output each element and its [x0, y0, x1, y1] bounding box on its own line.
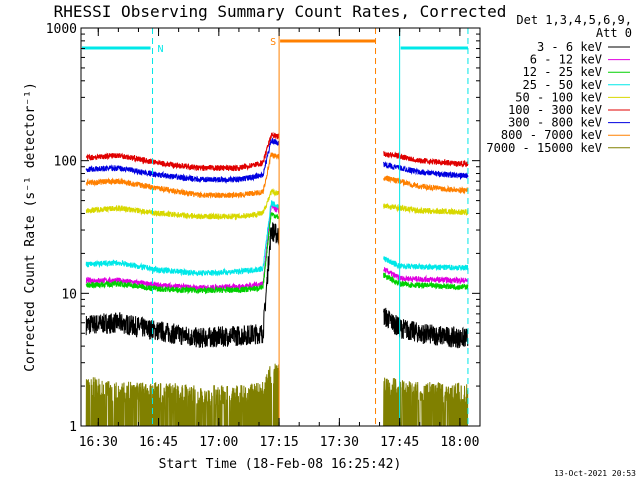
series-300-800-kev-segment-1	[85, 137, 280, 185]
flag-label-saa: S	[270, 37, 276, 48]
legend-label-6-12-kev: 6 - 12 keV	[530, 53, 602, 67]
data-layer	[85, 131, 469, 427]
chart-title: RHESSI Observing Summary Count Rates, Co…	[54, 2, 507, 21]
flag-bars: NS	[82, 37, 468, 55]
series-100-300-kev-segment-1	[85, 131, 280, 172]
axes: 16:30 16:45 17:00 17:15 17:30 17:45 18:00 1 10 10…	[46, 22, 481, 450]
x-tick-label-17-00: 17:00	[199, 435, 238, 450]
legend-header-attenuator: Att 0	[596, 26, 632, 40]
legend-label-50-100-kev: 50 - 100 keV	[515, 90, 602, 104]
y-tick-label-10: 10	[61, 287, 77, 302]
plot-frame	[80, 27, 481, 427]
legend-header-detectors: Det 1,3,4,5,6,9,	[516, 13, 632, 27]
series-12-25-kev-segment-2	[383, 272, 469, 291]
series-800-7000-kev-segment-2	[383, 175, 469, 195]
legend-label-25-50-kev: 25 - 50 keV	[523, 78, 602, 92]
y-tick-label-1: 1	[69, 420, 77, 435]
series-50-100-kev-segment-2	[383, 202, 469, 217]
legend-label-12-25-kev: 12 - 25 keV	[523, 65, 602, 79]
x-tick-label-17-45: 17:45	[380, 435, 419, 450]
x-tick-label-17-30: 17:30	[320, 435, 359, 450]
y-axis-label: Corrected Count Rate (s⁻¹ detector⁻¹)	[23, 82, 38, 372]
series-6-12-kev-segment-2	[383, 267, 469, 285]
legend-label-3-6-kev: 3 - 6 keV	[537, 40, 602, 54]
x-tick-label-16-45: 16:45	[139, 435, 178, 450]
timestamp: 13-Oct-2021 20:53	[554, 469, 636, 478]
series-3-6-kev-segment-2	[383, 307, 469, 349]
series-3-6-kev-segment-1	[85, 222, 280, 348]
y-tick-label-1000: 1000	[46, 22, 77, 37]
legend-label-800-7000-kev: 800 - 7000 keV	[501, 128, 602, 142]
legend-label-300-800-kev: 300 - 800 keV	[508, 116, 602, 130]
x-axis-label: Start Time (18-Feb-08 16:25:42)	[159, 457, 402, 472]
series-800-7000-kev-segment-1	[85, 152, 280, 199]
series-12-25-kev-segment-1	[85, 212, 280, 295]
series-6-12-kev-segment-1	[85, 204, 280, 292]
y-tick-label-100: 100	[54, 155, 77, 170]
legend-label-7000-15000-kev: 7000 - 15000 keV	[486, 141, 602, 155]
series-25-50-kev-segment-1	[85, 199, 280, 277]
series-7000-15000-kev-segment-2	[383, 377, 469, 427]
series-100-300-kev-segment-2	[383, 150, 469, 168]
flag-label-night: N	[158, 44, 164, 55]
series-25-50-kev-segment-2	[383, 256, 469, 272]
x-tick-label-18-00: 18:00	[440, 435, 479, 450]
x-tick-label-16-30: 16:30	[79, 435, 118, 450]
legend-label-100-300-kev: 100 - 300 keV	[508, 103, 602, 117]
series-300-800-kev-segment-2	[383, 160, 469, 181]
series-7000-15000-kev-segment-1	[85, 363, 280, 427]
series-50-100-kev-segment-1	[85, 188, 280, 221]
x-tick-label-17-15: 17:15	[260, 435, 299, 450]
